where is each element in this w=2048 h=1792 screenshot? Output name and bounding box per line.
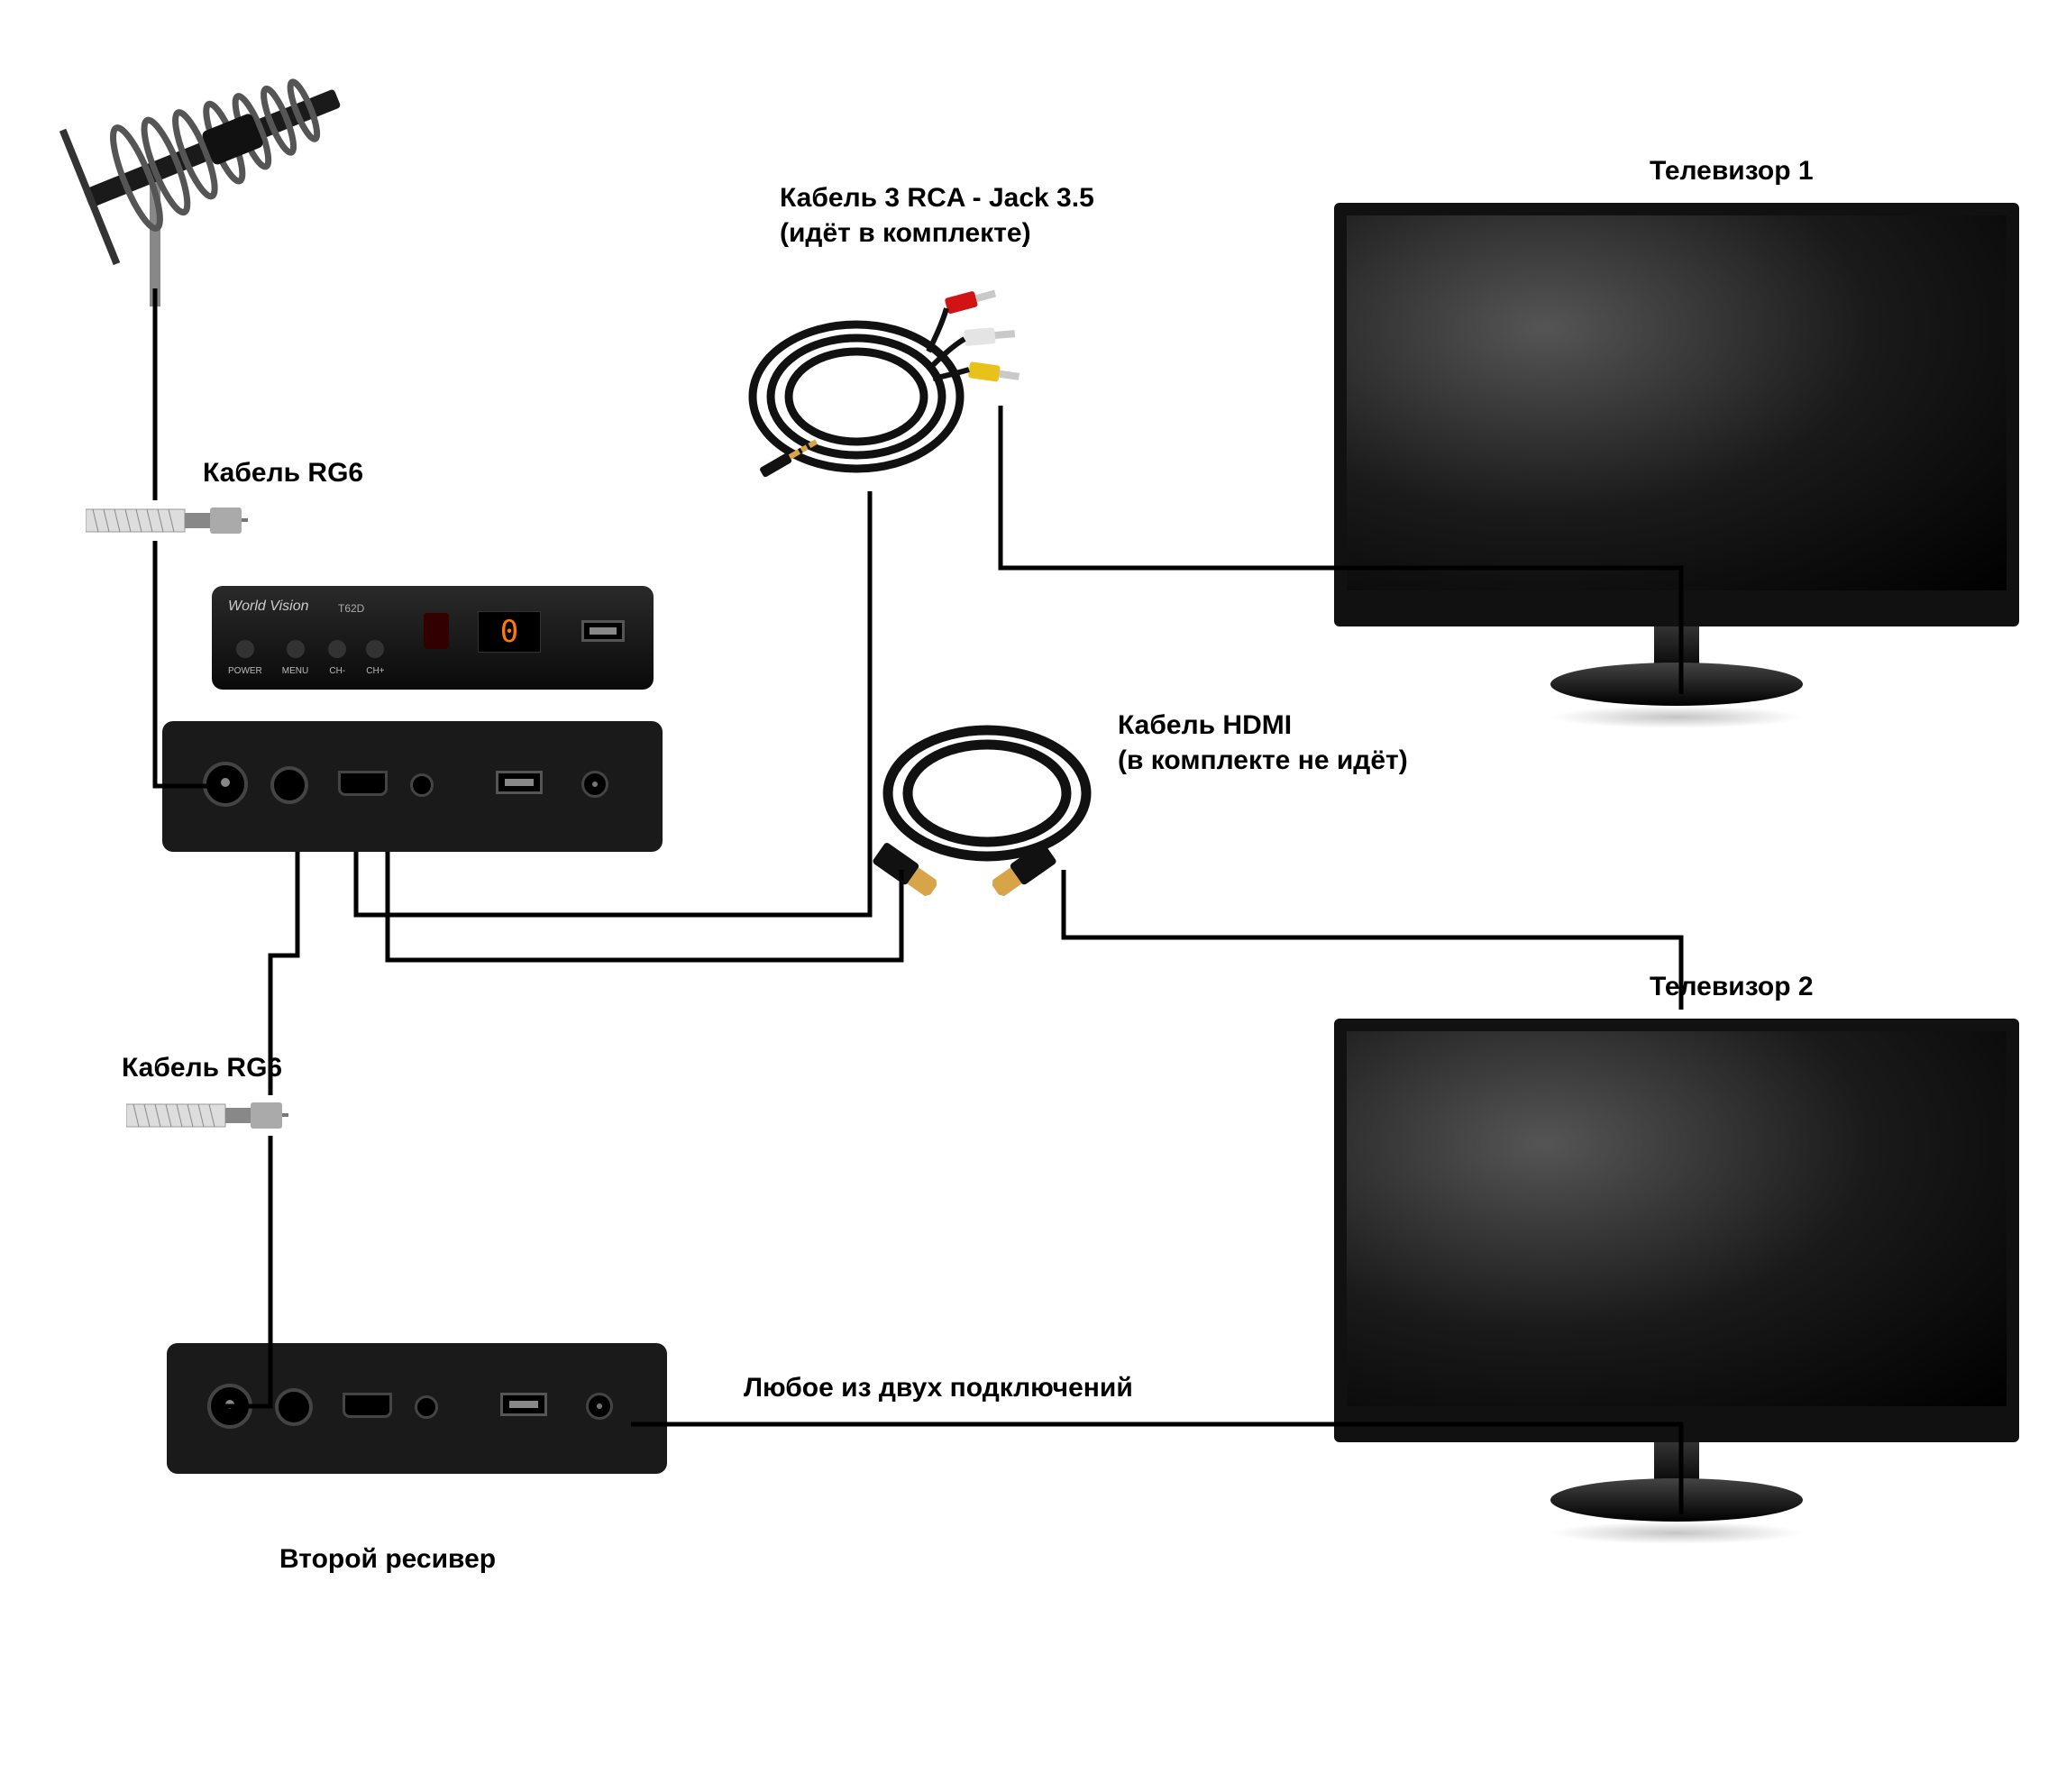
dc-power-port-2 — [586, 1393, 613, 1420]
av-jack-port — [410, 773, 434, 797]
label-receiver2: Второй ресивер — [279, 1541, 496, 1577]
power-button: POWER — [228, 640, 262, 678]
menu-button: MENU — [282, 640, 308, 678]
hdmi-port-2 — [343, 1393, 392, 1418]
label-tv2: Телевизор 2 — [1650, 969, 1814, 1004]
receiver-brand: World Vision — [228, 599, 309, 615]
av-jack-port-2 — [415, 1395, 438, 1419]
receiver-1-back — [162, 721, 663, 852]
usb-port-back — [496, 771, 543, 794]
tv-2 — [1334, 1019, 2019, 1550]
dc-power-port — [581, 771, 608, 798]
tv-1 — [1334, 203, 2019, 735]
label-tv1: Телевизор 1 — [1650, 153, 1814, 188]
receiver-2-back — [167, 1343, 667, 1474]
rf-loop-out-port — [270, 766, 308, 804]
label-any-conn: Любое из двух подключений — [744, 1370, 1133, 1405]
wire-hdmi-right-to-tv2 — [1064, 870, 1681, 1010]
label-hdmi: Кабель HDMI (в комплекте не идёт) — [1118, 708, 1408, 778]
usb-port-front — [581, 620, 625, 642]
wire-hdmi-left-to-rx1 — [388, 852, 901, 960]
rf-in-port-2 — [207, 1384, 252, 1429]
coax-connector-bottom — [126, 1095, 288, 1136]
receiver-display: 0 — [478, 611, 541, 653]
ir-sensor — [424, 613, 449, 649]
receiver-model: T62D — [338, 602, 364, 615]
label-rca: Кабель 3 RCA - Jack 3.5 (идёт в комплект… — [780, 180, 1094, 251]
rf-loop-out-port-2 — [275, 1388, 313, 1426]
label-rg6-bot: Кабель RG6 — [122, 1050, 282, 1085]
coax-connector-top — [86, 500, 248, 541]
ch-up-button: CH+ — [366, 640, 384, 678]
rca-cable — [739, 252, 1037, 505]
hdmi-port — [338, 771, 388, 796]
label-rg6-top: Кабель RG6 — [203, 455, 363, 490]
hdmi-cable — [852, 694, 1122, 901]
receiver-1-front: World Vision T62D 0 POWER MENU CH- CH+ — [212, 586, 654, 690]
antenna — [54, 27, 370, 306]
rf-in-port — [203, 762, 248, 807]
ch-down-button: CH- — [328, 640, 346, 678]
usb-port-back-2 — [500, 1393, 547, 1416]
